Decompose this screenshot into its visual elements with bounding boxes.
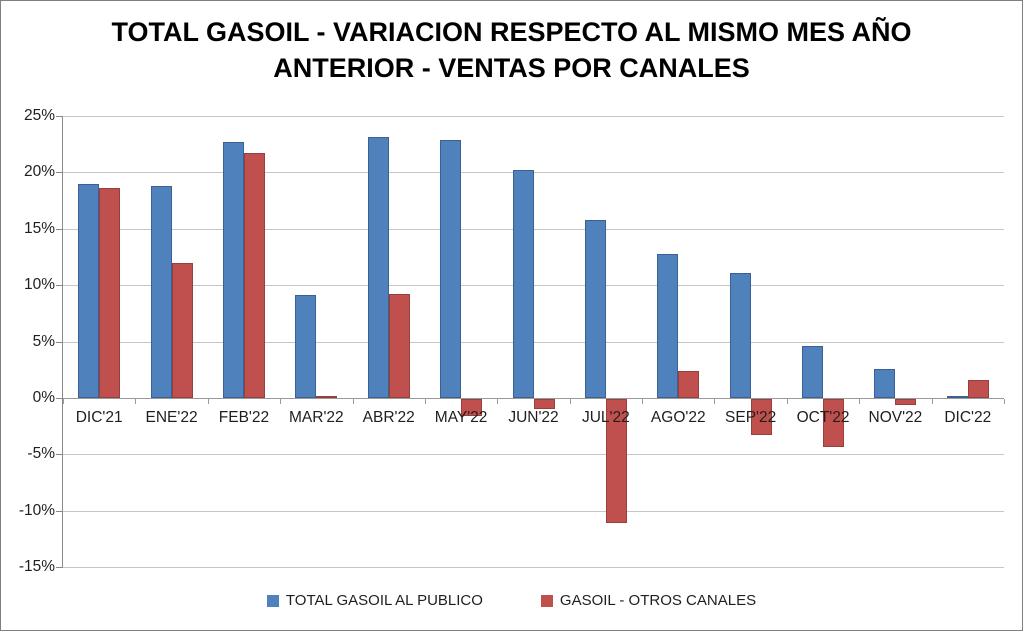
category-label: DIC'21 xyxy=(75,408,123,426)
bar-otros-canales xyxy=(461,398,483,416)
x-axis-tick xyxy=(714,398,716,404)
y-axis-label: 20% xyxy=(23,163,55,181)
legend-swatch-publico xyxy=(266,594,279,607)
bar-publico xyxy=(946,395,968,398)
bar-otros-canales xyxy=(967,379,989,398)
bar-otros-canales xyxy=(895,398,917,405)
bar-publico xyxy=(874,368,896,398)
category-label: FEB'22 xyxy=(218,408,270,426)
bar-otros-canales xyxy=(243,153,265,398)
bar-publico xyxy=(802,346,824,398)
legend: TOTAL GASOIL AL PUBLICO GASOIL - OTROS CA… xyxy=(1,592,1022,609)
chart-title: TOTAL GASOIL - VARIACION RESPECTO AL MIS… xyxy=(1,15,1022,86)
y-axis-label: 5% xyxy=(32,332,55,350)
x-axis-tick xyxy=(569,398,571,404)
y-axis-label: -5% xyxy=(27,445,55,463)
y-axis-label: 10% xyxy=(23,276,55,294)
bar-otros-canales xyxy=(99,188,121,398)
gridline xyxy=(63,510,1004,512)
y-axis-tick xyxy=(56,567,62,568)
x-axis-tick xyxy=(352,398,354,404)
x-axis-line xyxy=(63,397,1004,399)
bar-publico xyxy=(440,139,462,398)
gridline xyxy=(63,285,1004,287)
bar-otros-canales xyxy=(678,370,700,398)
bar-otros-canales xyxy=(533,398,555,410)
bar-publico xyxy=(222,141,244,398)
category-label: JUN'22 xyxy=(508,408,559,426)
y-axis-line xyxy=(62,116,63,568)
bar-otros-canales xyxy=(823,398,845,448)
category-label: MAY'22 xyxy=(434,408,488,426)
x-axis-tick xyxy=(135,398,137,404)
category-label: DIC'22 xyxy=(944,408,992,426)
y-axis-label: 0% xyxy=(32,388,55,406)
chart-title-line-2: ANTERIOR - VENTAS POR CANALES xyxy=(273,52,750,83)
y-axis-tick xyxy=(56,510,62,512)
x-axis-tick xyxy=(786,398,788,404)
legend-swatch-otros-canales xyxy=(540,594,553,607)
category-label: MAR'22 xyxy=(289,408,344,426)
bar-otros-canales xyxy=(171,262,193,398)
y-axis-label: -10% xyxy=(18,501,55,519)
y-axis-tick xyxy=(56,285,62,287)
category-label: ABR'22 xyxy=(362,408,415,426)
bar-publico xyxy=(78,183,100,398)
bar-otros-canales xyxy=(388,294,410,398)
bar-publico xyxy=(367,137,389,398)
bar-publico xyxy=(729,272,751,398)
gridline xyxy=(63,116,1004,117)
legend-item-otros-canales: GASOIL - OTROS CANALES xyxy=(540,592,757,609)
y-axis-label: 25% xyxy=(23,107,55,124)
x-axis-tick xyxy=(63,398,64,404)
bar-otros-canales xyxy=(316,395,338,398)
bar-publico xyxy=(295,295,317,398)
legend-item-publico: TOTAL GASOIL AL PUBLICO xyxy=(266,592,483,609)
bar-otros-canales xyxy=(750,398,772,435)
category-label: AGO'22 xyxy=(650,408,706,426)
category-label: NOV'22 xyxy=(868,408,923,426)
plot-area: 25% 20% 15% 10% 5% 0% -5% -10% -15% DIC'21 ENE'22 F… xyxy=(19,107,1005,575)
legend-label: TOTAL GASOIL AL PUBLICO xyxy=(285,592,483,609)
x-axis-tick xyxy=(207,398,209,404)
x-axis-tick xyxy=(280,398,282,404)
bar-publico xyxy=(150,185,172,398)
bar-publico xyxy=(657,253,679,398)
y-axis-label: -15% xyxy=(18,558,55,575)
x-axis-tick xyxy=(859,398,861,404)
gridline xyxy=(63,567,1004,568)
category-label: OCT'22 xyxy=(796,408,850,426)
y-axis-tick xyxy=(56,228,62,230)
gridline xyxy=(63,341,1004,343)
x-axis-tick xyxy=(424,398,426,404)
y-axis-tick xyxy=(56,397,62,399)
gridline xyxy=(63,172,1004,174)
bar-publico xyxy=(584,219,606,398)
y-axis-tick xyxy=(56,454,62,456)
y-axis-label: 15% xyxy=(23,219,55,237)
legend-label: GASOIL - OTROS CANALES xyxy=(559,592,757,609)
category-label: SEP'22 xyxy=(725,408,777,426)
x-axis-tick xyxy=(642,398,644,404)
bar-publico xyxy=(512,170,534,398)
x-axis-tick xyxy=(497,398,499,404)
category-label: ENE'22 xyxy=(145,408,198,426)
y-axis-tick xyxy=(56,341,62,343)
bar-otros-canales xyxy=(605,398,627,523)
x-axis-tick xyxy=(931,398,933,404)
gridline xyxy=(63,454,1004,456)
y-axis-tick xyxy=(56,172,62,174)
y-axis-tick xyxy=(56,116,62,117)
gridline xyxy=(63,228,1004,230)
x-axis-tick xyxy=(1004,398,1005,404)
chart-title-line-1: TOTAL GASOIL - VARIACION RESPECTO AL MIS… xyxy=(111,17,912,47)
category-label: JUL'22 xyxy=(581,408,630,426)
